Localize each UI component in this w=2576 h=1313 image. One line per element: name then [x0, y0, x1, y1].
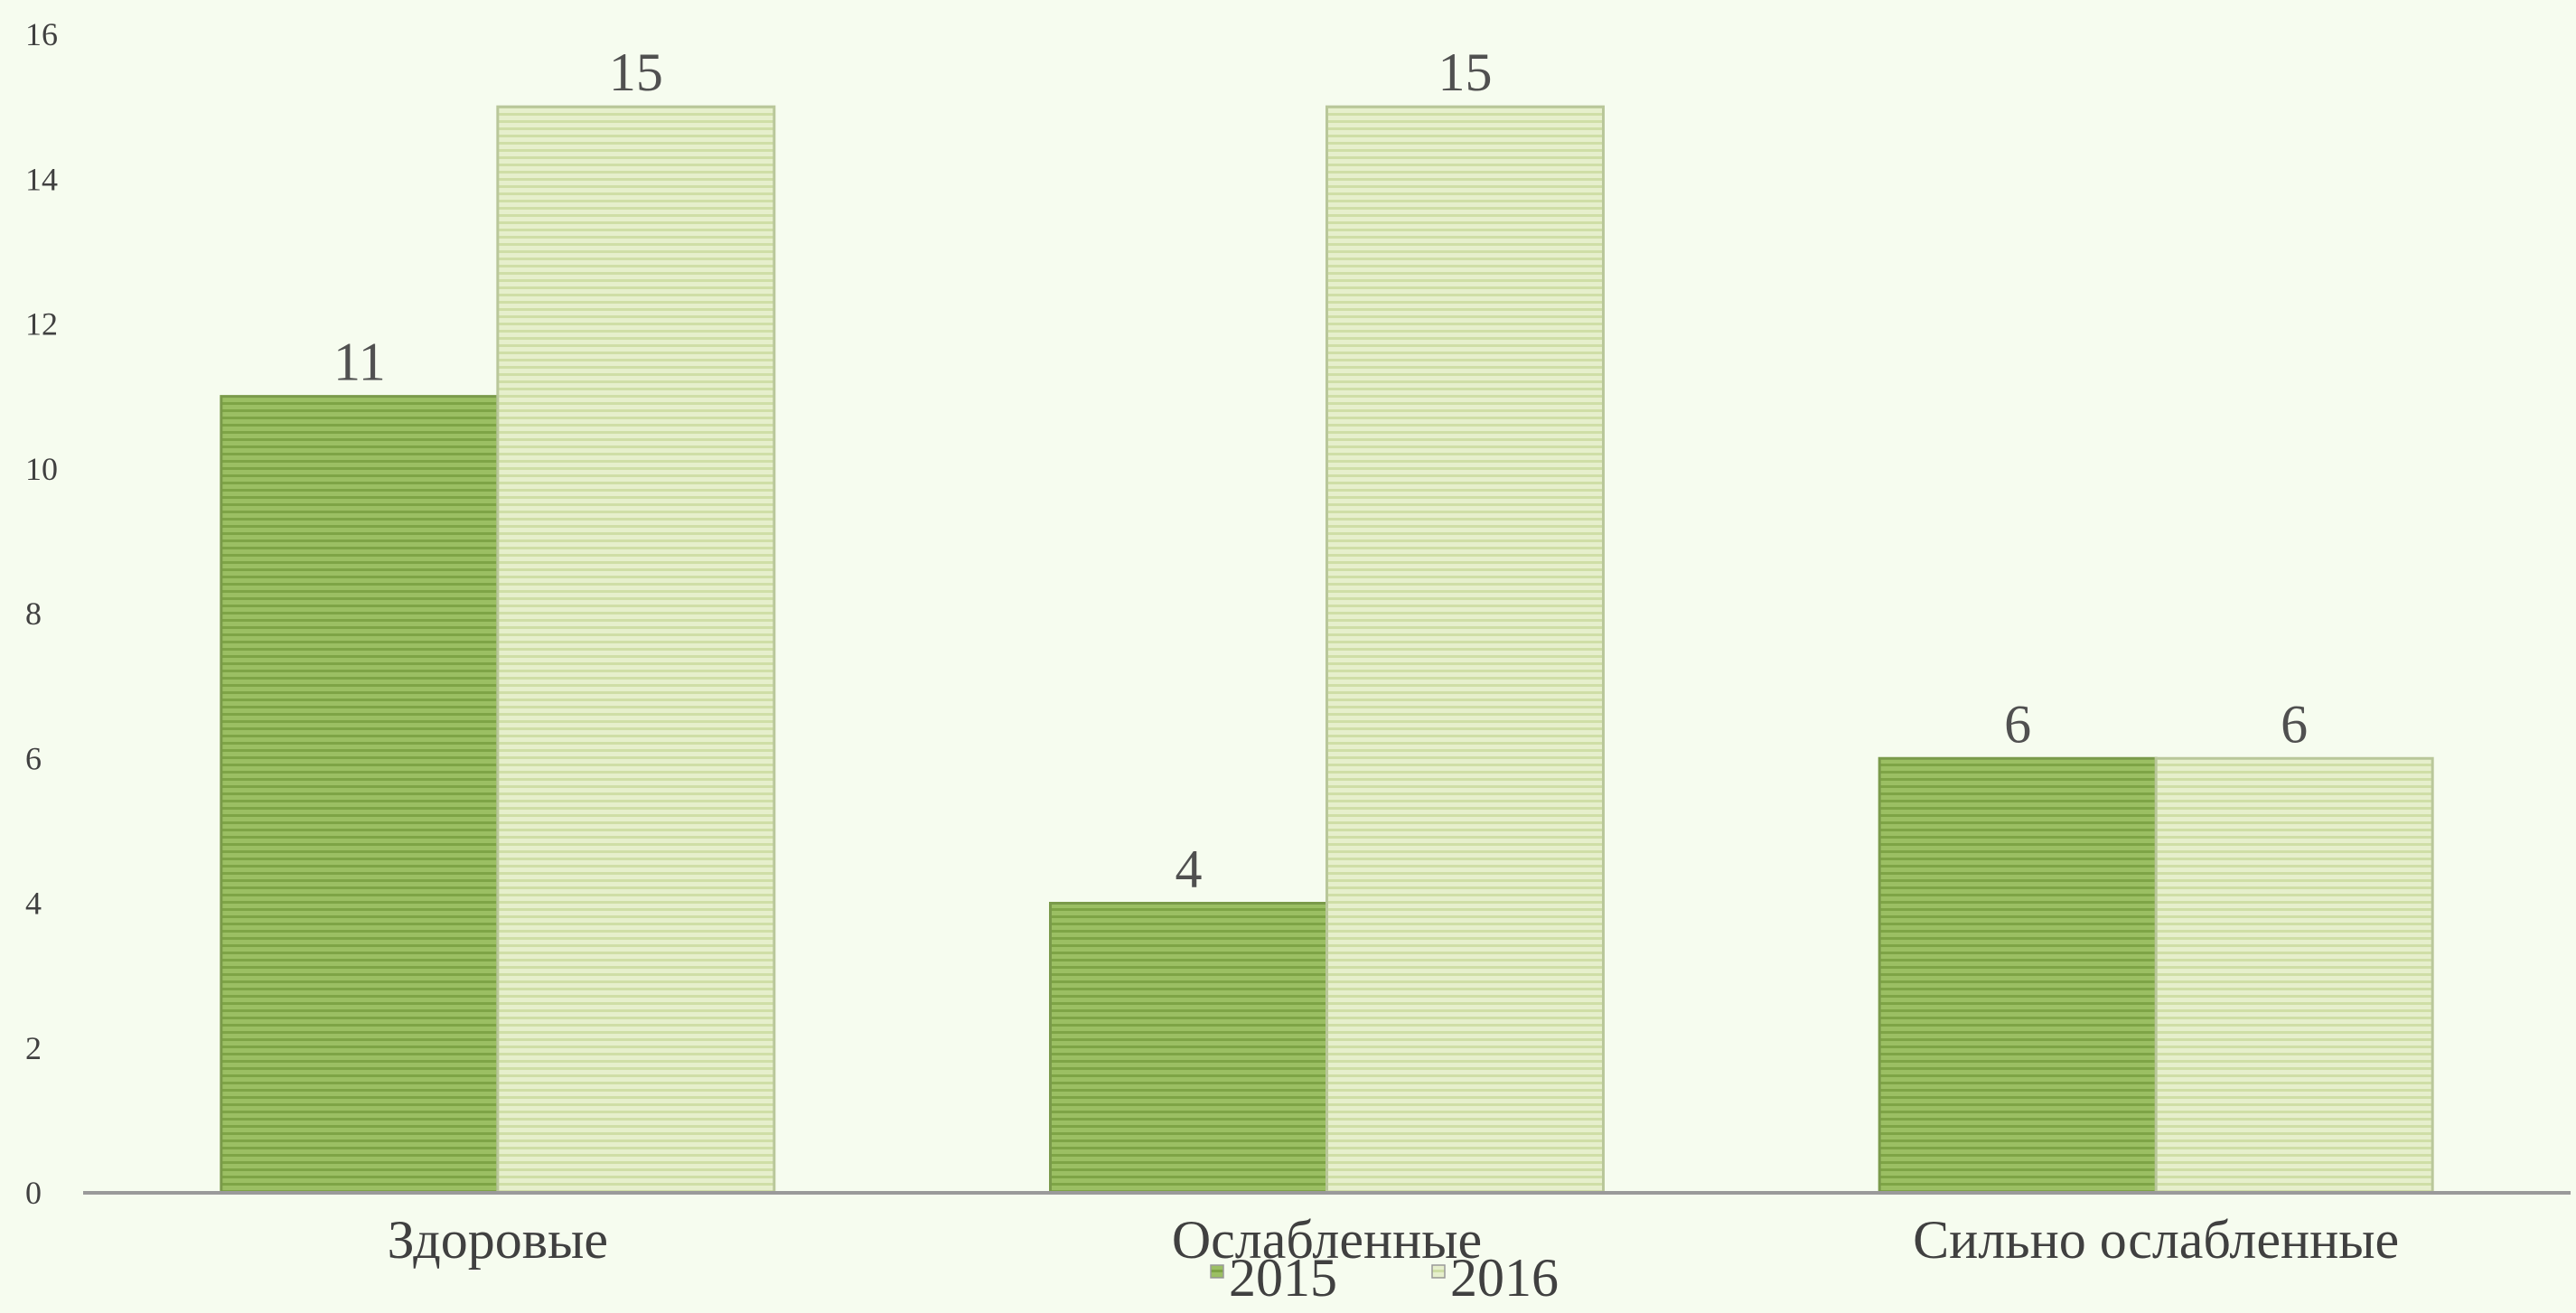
legend-swatch-2015	[1210, 1264, 1224, 1279]
bar-2016-1	[496, 105, 776, 1195]
x-tick-label: Ослабленные	[1172, 1210, 1482, 1270]
y-tick-label: 0	[25, 1175, 42, 1211]
y-tick-label: 12	[25, 306, 58, 342]
data-label: 4	[1176, 839, 1203, 899]
y-tick-label: 2	[25, 1030, 42, 1066]
y-axis: 0 2 4 6 8 10 12 14 16	[25, 16, 58, 1211]
data-label: 15	[1438, 42, 1493, 102]
legend-swatch-2016	[1431, 1264, 1446, 1279]
data-label: 6	[2004, 694, 2031, 754]
bar-2016-2	[1325, 105, 1605, 1195]
data-labels: 11 15 4 15 6 6	[333, 42, 2308, 898]
bar-2015-1	[220, 395, 500, 1195]
bars	[220, 105, 2434, 1195]
bar-2015-2	[1049, 902, 1328, 1195]
x-axis: Здоровые Ослабленные Сильно ослабленные	[388, 1210, 2400, 1270]
y-tick-label: 10	[25, 451, 58, 487]
y-tick-label: 14	[25, 161, 58, 197]
legend-entry-2015: 2015	[1229, 1248, 1337, 1308]
y-tick-label: 4	[25, 886, 42, 922]
data-label: 11	[333, 333, 386, 392]
bar-2016-3	[2154, 756, 2434, 1195]
x-tick-label: Здоровые	[388, 1210, 608, 1270]
legend-entry-2016: 2016	[1450, 1248, 1559, 1308]
bar-2015-3	[1878, 756, 2158, 1195]
y-tick-label: 16	[25, 16, 58, 52]
legend: 2015 2016	[1210, 1248, 1559, 1308]
y-tick-label: 6	[25, 740, 42, 776]
data-label: 6	[2281, 694, 2308, 754]
data-label: 15	[609, 42, 663, 102]
x-tick-label: Сильно ослабленные	[1913, 1210, 2399, 1270]
y-tick-label: 8	[25, 596, 42, 632]
